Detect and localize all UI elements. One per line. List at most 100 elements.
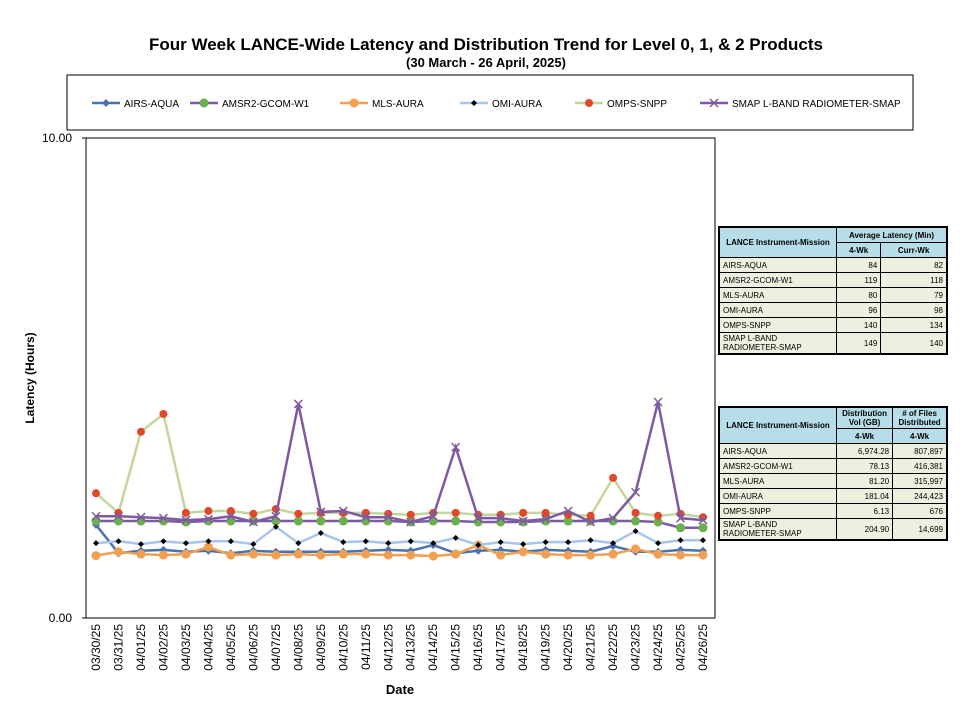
data-point <box>587 537 594 544</box>
data-point <box>631 487 641 497</box>
x-tick-label: 04/21/25 <box>584 624 598 671</box>
table-cell: 14,699 <box>892 518 948 541</box>
series-line <box>95 543 703 558</box>
x-tick-label: 04/26/25 <box>696 624 710 671</box>
data-point <box>586 511 595 520</box>
table-cell: Average Latency (Min) <box>836 226 948 243</box>
data-point <box>675 513 686 523</box>
data-point <box>271 511 281 521</box>
data-point <box>317 530 324 537</box>
data-point <box>293 516 303 526</box>
data-point <box>113 547 123 557</box>
legend-label: SMAP L-BAND RADIOMETER-SMAP <box>732 99 901 110</box>
data-point <box>654 511 663 520</box>
table-cell: # of Files Distributed <box>892 406 948 429</box>
data-point <box>430 540 437 547</box>
table-cell: Distribution Vol (GB) <box>835 406 894 429</box>
x-tick-label: 04/19/25 <box>539 624 553 671</box>
data-point <box>518 516 528 526</box>
data-point <box>655 540 662 547</box>
data-point <box>610 540 617 547</box>
x-tick-label: 03/30/25 <box>89 624 103 671</box>
summary-table: LANCE Instrument-Mission Distribution Vol… <box>718 406 948 541</box>
x-tick-label: 04/24/25 <box>651 624 665 671</box>
x-tick-label: 04/03/25 <box>179 624 193 671</box>
x-tick-label: 04/11/25 <box>359 624 373 670</box>
table-cell: 244,423 <box>892 488 948 504</box>
data-point <box>541 508 550 517</box>
data-point <box>316 516 326 526</box>
table-cell: 6,974.28 <box>835 443 894 459</box>
y-tick-label: 10.00 <box>42 131 72 145</box>
data-point <box>385 540 392 547</box>
table-cell: OMI-AURA <box>718 302 837 318</box>
data-point <box>676 550 686 560</box>
data-point <box>519 508 528 517</box>
data-point <box>338 516 348 526</box>
data-point <box>338 506 348 516</box>
data-point <box>136 549 146 559</box>
table-cell: 96 <box>835 302 882 318</box>
table-cell: 79 <box>880 287 948 303</box>
data-point <box>563 550 573 560</box>
data-point <box>496 550 506 560</box>
x-tick-label: 04/05/25 <box>224 624 238 671</box>
table-cell: 204.90 <box>835 518 894 541</box>
data-point <box>92 489 100 498</box>
table-cell: 98 <box>880 302 948 318</box>
table-cell: 140 <box>880 332 948 355</box>
x-tick-label: 04/23/25 <box>629 624 643 671</box>
data-point <box>91 516 101 526</box>
data-point <box>136 512 146 522</box>
series-line <box>96 401 704 524</box>
data-point <box>563 506 573 516</box>
x-tick-label: 04/17/25 <box>494 624 508 671</box>
chart-subtitle: (30 March - 26 April, 2025) <box>406 55 566 70</box>
data-point <box>383 550 393 560</box>
data-point <box>137 541 144 548</box>
x-tick-label: 04/09/25 <box>314 624 328 671</box>
table-cell: 81.20 <box>835 473 894 489</box>
legend-marker <box>102 99 110 107</box>
data-point <box>563 516 573 526</box>
table-cell: 4-Wk <box>835 428 894 444</box>
data-point <box>406 510 415 519</box>
x-tick-label: 04/06/25 <box>246 624 260 671</box>
data-point <box>407 538 414 545</box>
data-point <box>541 514 551 524</box>
data-point <box>542 539 549 546</box>
table-cell: SMAP L-BAND RADIOMETER-SMAP <box>718 332 837 355</box>
data-point <box>496 513 506 523</box>
data-point <box>586 550 596 560</box>
data-point <box>316 507 326 517</box>
data-point <box>272 523 279 530</box>
data-point <box>93 540 99 547</box>
data-point <box>698 550 708 560</box>
data-point <box>181 515 191 525</box>
x-tick-label: 04/25/25 <box>674 624 688 671</box>
data-point <box>248 549 258 559</box>
table-cell: 118 <box>880 272 948 288</box>
table-cell: 80 <box>835 287 882 303</box>
table-cell: Curr-Wk <box>880 242 948 258</box>
plot-area <box>85 137 716 619</box>
table-cell: 4-Wk <box>835 242 882 258</box>
x-axis-label: Date <box>386 682 414 697</box>
data-point <box>316 550 326 560</box>
data-point <box>227 538 234 545</box>
table-cell: AIRS-AQUA <box>718 443 837 459</box>
data-point <box>677 537 684 544</box>
data-point <box>473 513 483 523</box>
data-point <box>428 511 438 521</box>
table-cell: OMI-AURA <box>718 488 837 504</box>
series-line <box>95 525 703 547</box>
data-point <box>205 538 212 545</box>
data-point <box>383 512 393 522</box>
data-point <box>676 523 686 533</box>
data-point <box>226 550 236 560</box>
table-cell: AIRS-AQUA <box>718 257 837 273</box>
table-cell: SMAP L-BAND RADIOMETER-SMAP <box>718 518 837 541</box>
data-point <box>203 514 213 524</box>
